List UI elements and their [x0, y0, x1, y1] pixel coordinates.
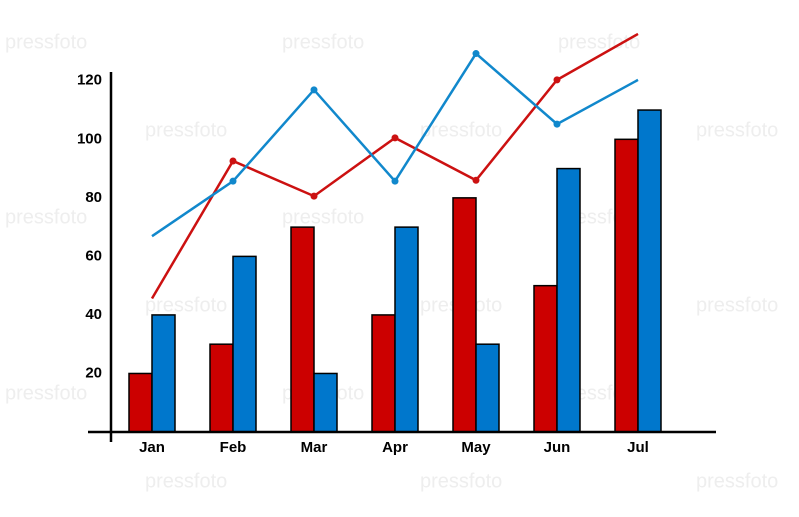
bar [452, 197, 477, 433]
bar [290, 226, 315, 433]
watermark: pressfoto [282, 31, 364, 53]
watermark: pressfoto [558, 31, 640, 53]
watermark: pressfoto [145, 294, 227, 316]
x-tick-label: Mar [301, 439, 328, 456]
bar [232, 255, 257, 433]
line-point [229, 157, 237, 165]
bar [614, 138, 639, 433]
y-tick-label: 60 [85, 247, 102, 264]
watermark: pressfoto [5, 382, 87, 404]
watermark: pressfoto [420, 470, 502, 492]
watermark: pressfoto [5, 206, 87, 228]
bar [475, 343, 500, 433]
bar [313, 372, 338, 433]
x-tick-label: May [461, 439, 491, 456]
x-tick-label: Jul [627, 439, 649, 456]
plot: 20 40 60 80 100 120 Jan Feb Mar Apr May Jun Jul [77, 32, 716, 456]
line-point [391, 134, 399, 142]
line-point [553, 120, 561, 128]
bar [556, 167, 581, 433]
line-point [229, 177, 237, 185]
bar [128, 372, 153, 433]
line-point [472, 50, 480, 58]
watermark: pressfoto [696, 294, 778, 316]
x-tick-label: Jun [544, 439, 571, 456]
line-point [553, 76, 561, 84]
watermark: pressfoto [145, 119, 227, 141]
y-tick-label: 20 [85, 364, 102, 381]
x-tick-label: Feb [220, 439, 247, 456]
line-point [391, 177, 399, 185]
watermark: pressfoto [282, 206, 364, 228]
watermark: pressfoto [696, 470, 778, 492]
x-tick-label: Apr [382, 439, 408, 456]
line-point [472, 176, 480, 184]
y-tick-label: 80 [85, 189, 102, 206]
bar [151, 314, 176, 433]
line-point [310, 192, 318, 200]
line-point [310, 86, 318, 94]
x-tick-label: Jan [139, 439, 165, 456]
watermark: pressfoto [5, 31, 87, 53]
bar [209, 343, 234, 433]
y-tick-label: 100 [77, 130, 102, 147]
bar [637, 109, 662, 433]
watermark: pressfoto [696, 119, 778, 141]
bar [394, 226, 419, 433]
bar [533, 284, 558, 433]
watermark: pressfoto [145, 470, 227, 492]
y-tick-label: 120 [77, 72, 102, 89]
y-tick-label: 40 [85, 306, 102, 323]
watermark: pressfoto [420, 119, 502, 141]
bar [371, 314, 396, 433]
